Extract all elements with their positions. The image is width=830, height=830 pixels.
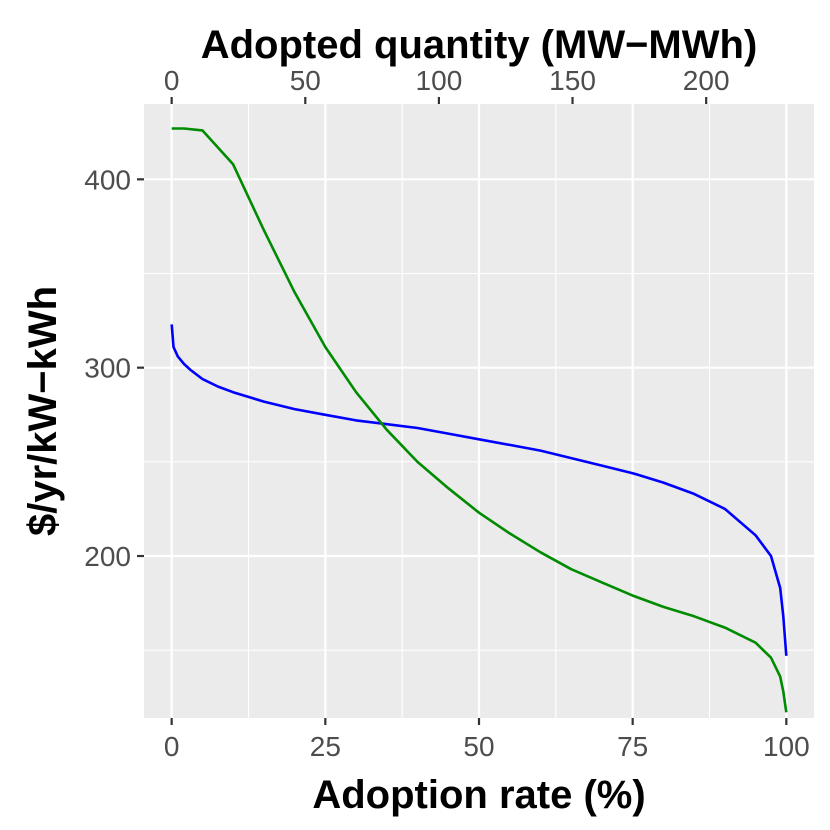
x2-axis-title: Adopted quantity (MW−MWh): [201, 23, 758, 67]
y-tick-label: 300: [84, 353, 131, 384]
x2-tick-label: 200: [683, 65, 730, 96]
major-gridlines: [144, 104, 814, 718]
axis-layer: 0 25 50 75 100 0 50 100 150 200 200 300 400: [84, 65, 809, 762]
y-axis-title: $/yr/kW−kWh: [21, 286, 65, 536]
x2-tick-label: 150: [549, 65, 596, 96]
x-tick-label: 75: [617, 731, 648, 762]
x-tick-label: 100: [763, 731, 810, 762]
y-tick-label: 400: [84, 164, 131, 195]
x-axis-title: Adoption rate (%): [312, 773, 645, 817]
series-line-2: [171, 127, 788, 713]
x-tick-label: 0: [164, 731, 180, 762]
x-tick-label: 25: [310, 731, 341, 762]
x2-tick-label: 0: [164, 65, 180, 96]
y-tick-label: 200: [84, 541, 131, 572]
x-tick-label: 50: [463, 731, 494, 762]
x2-tick-label: 100: [416, 65, 463, 96]
x2-tick-label: 50: [290, 65, 321, 96]
series-layer: [170, 127, 788, 713]
series-line-1: [170, 324, 788, 656]
